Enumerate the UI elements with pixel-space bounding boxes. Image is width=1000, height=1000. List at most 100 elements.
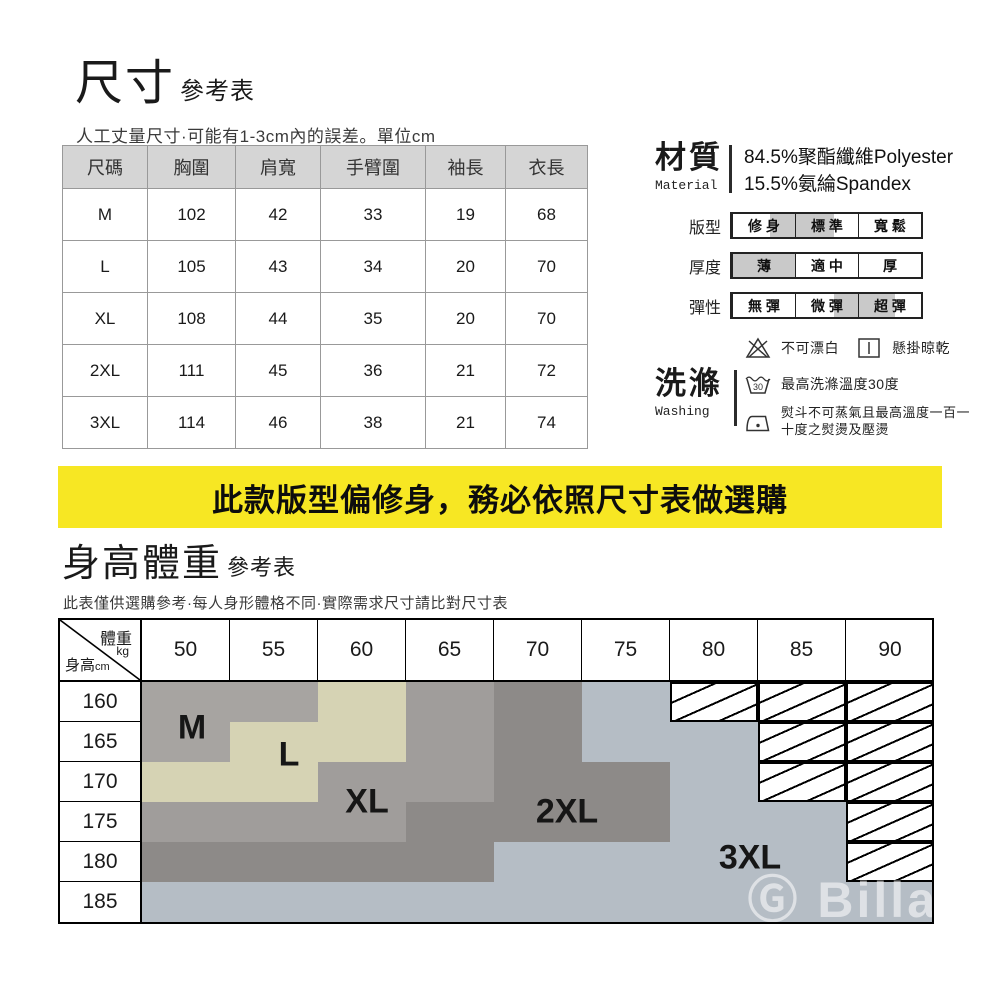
hw-cell-size-L — [230, 722, 318, 762]
composition-line: 84.5%聚酯纖維Polyester — [744, 147, 954, 168]
hw-weight-header: 55 — [230, 620, 318, 682]
size-section-title: 尺寸 參考表 — [75, 60, 255, 108]
attribute-option: 寬 鬆 — [858, 214, 921, 237]
hw-cell-size-3XL — [670, 882, 758, 922]
washing-item: 懸掛晾乾 — [855, 336, 950, 360]
hw-cell-not-recommended — [758, 762, 846, 802]
size-cell: 46 — [235, 396, 321, 449]
size-cell: 43 — [235, 240, 321, 293]
hw-cell-size-3XL — [758, 802, 846, 842]
size-col-header: 尺碼 — [62, 145, 148, 189]
size-zone-label: M — [177, 708, 207, 747]
hw-cell-size-XL — [406, 682, 494, 722]
hw-title-main: 身高體重 — [62, 543, 223, 585]
size-cell: 38 — [320, 396, 426, 449]
washing-title: 洗滌 — [655, 366, 723, 401]
size-cell: M — [62, 188, 148, 241]
hang-dry-icon — [855, 336, 883, 360]
washing-item: 30 最高洗滌溫度30度 — [744, 372, 899, 396]
hw-weight-header: 90 — [846, 620, 932, 682]
hw-cell-size-3XL — [582, 682, 670, 722]
hw-weight-header: 80 — [670, 620, 758, 682]
size-cell: 45 — [235, 344, 321, 397]
size-cell: 19 — [425, 188, 506, 241]
hw-cell-size-XL — [406, 762, 494, 802]
size-cell: 108 — [147, 292, 236, 345]
hw-cell-size-3XL — [406, 882, 494, 922]
washing-item-text: 不可漂白 — [781, 340, 839, 356]
size-table-row: XL 108 44 35 20 70 — [62, 292, 588, 345]
size-measure-note: 人工丈量尺寸·可能有1-3cm內的誤差。單位cm — [76, 127, 436, 146]
washing-item-text: 懸掛晾乾 — [892, 340, 950, 356]
size-cell: 72 — [505, 344, 588, 397]
hw-cell-size-3XL — [230, 882, 318, 922]
size-zone-label: XL — [345, 782, 389, 821]
hw-height-header: 180 — [60, 842, 142, 882]
washing-row: 不可漂白 懸掛晾乾 — [744, 336, 974, 360]
hw-cell-not-recommended — [846, 762, 932, 802]
hw-cell-size-3XL — [846, 882, 932, 922]
hw-cell-size-2XL — [494, 722, 582, 762]
size-zone-label: L — [278, 735, 300, 774]
material-title-block: 材質 Material — [655, 140, 727, 192]
attribute-option: 適 中 — [795, 254, 858, 277]
size-cell: XL — [62, 292, 148, 345]
hw-weight-header: 50 — [142, 620, 230, 682]
size-cell: 74 — [505, 396, 588, 449]
size-cell: 44 — [235, 292, 321, 345]
hw-cell-size-3XL — [494, 842, 582, 882]
size-cell: 42 — [235, 188, 321, 241]
size-cell: 114 — [147, 396, 236, 449]
corner-height-label: 身高cm — [65, 657, 110, 674]
hw-cell-size-L — [230, 762, 318, 802]
washing-item-text: 熨斗不可蒸氣且最高溫度一百一十度之熨燙及壓燙 — [781, 405, 971, 437]
hw-cell-size-3XL — [758, 882, 846, 922]
size-cell: 111 — [147, 344, 236, 397]
size-cell: 105 — [147, 240, 236, 293]
hw-cell-not-recommended — [670, 682, 758, 722]
hw-cell-not-recommended — [846, 842, 932, 882]
size-col-header: 胸圍 — [147, 145, 236, 189]
hw-cell-size-2XL — [582, 762, 670, 802]
hw-cell-size-L — [142, 762, 230, 802]
hw-cell-size-2XL — [318, 842, 406, 882]
hw-cell-size-2XL — [230, 842, 318, 882]
hw-cell-not-recommended — [758, 722, 846, 762]
hw-cell-size-XL — [318, 802, 406, 842]
hw-cell-size-M — [142, 682, 230, 722]
hw-cell-size-2XL — [494, 802, 582, 842]
corner-weight-label: 體重 — [99, 631, 132, 648]
attribute-label: 版型 — [688, 219, 721, 237]
hw-cell-size-3XL — [582, 842, 670, 882]
attribute-option: 厚 — [858, 254, 921, 277]
hw-cell-not-recommended — [758, 682, 846, 722]
size-cell: 35 — [320, 292, 426, 345]
hw-height-header: 185 — [60, 882, 142, 922]
size-table-row: 2XL 111 45 36 21 72 — [62, 344, 588, 397]
hw-cell-size-2XL — [406, 802, 494, 842]
svg-text:30: 30 — [753, 382, 763, 392]
hw-cell-size-XL — [406, 722, 494, 762]
hw-cell-size-2XL — [494, 682, 582, 722]
hw-cell-size-L — [318, 682, 406, 722]
size-zone-label: 2XL — [535, 792, 599, 831]
hw-corner-cell: 體重 kg 身高cm — [60, 620, 142, 682]
attribute-bars: 版型修 身標 準寬 鬆厚度薄適 中厚彈性無 彈微 彈超 彈 — [655, 212, 923, 332]
hw-section-title: 身高體重 參考表 — [62, 545, 296, 583]
hw-cell-size-3XL — [318, 882, 406, 922]
hw-cell-size-3XL — [494, 882, 582, 922]
material-title: 材質 — [655, 140, 723, 175]
size-cell: 21 — [425, 344, 506, 397]
size-cell: 3XL — [62, 396, 148, 449]
hw-weight-header: 60 — [318, 620, 406, 682]
hw-cell-size-M — [230, 682, 318, 722]
hw-height-header: 165 — [60, 722, 142, 762]
washing-divider — [734, 370, 737, 426]
hw-cell-size-XL — [318, 762, 406, 802]
hw-cell-size-XL — [142, 802, 230, 842]
no-bleach-icon — [744, 336, 772, 360]
hw-note: 此表僅供選購參考·每人身形體格不同·實際需求尺寸請比對尺寸表 — [63, 595, 508, 612]
size-cell: 70 — [505, 292, 588, 345]
material-divider — [729, 145, 732, 193]
attribute-option: 標 準 — [795, 214, 858, 237]
